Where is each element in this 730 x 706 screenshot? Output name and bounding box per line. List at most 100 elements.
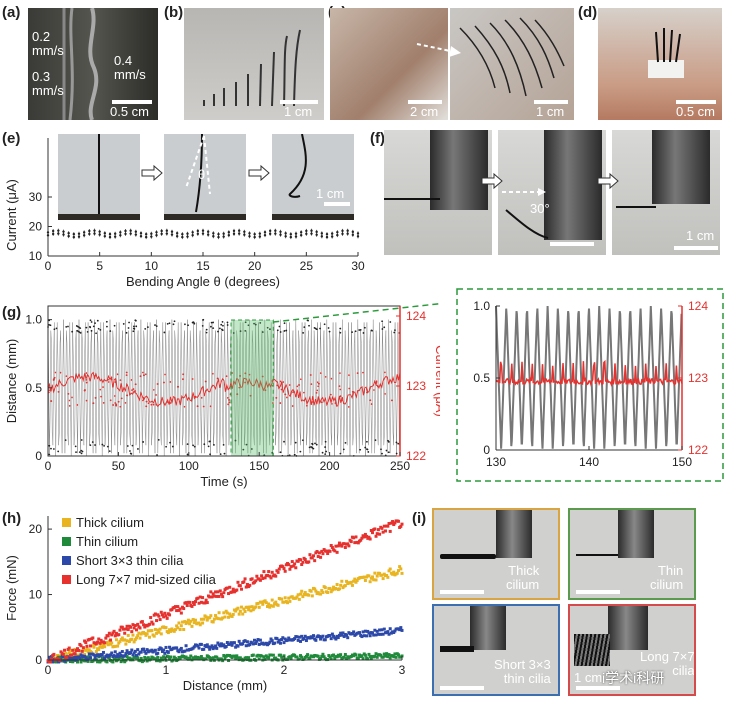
data-point-h bbox=[139, 656, 143, 660]
data-point-h bbox=[380, 628, 384, 632]
distance-point-g bbox=[133, 327, 136, 330]
data-point-h bbox=[250, 605, 254, 609]
data-point-h bbox=[308, 656, 312, 660]
data-point-h bbox=[366, 629, 370, 633]
data-point-h bbox=[290, 595, 294, 599]
data-point-h bbox=[288, 567, 292, 571]
data-point-h bbox=[363, 578, 367, 582]
data-point-h bbox=[399, 567, 403, 571]
data-point-e bbox=[310, 229, 313, 232]
data-point-h bbox=[168, 657, 172, 661]
distance-point-g bbox=[166, 323, 169, 325]
data-point-h bbox=[306, 653, 310, 657]
photo-c-left: 2 cm bbox=[330, 8, 448, 120]
data-point-h bbox=[303, 591, 307, 595]
scale-bar-i-short bbox=[440, 686, 484, 690]
x-tick-label-g: 50 bbox=[112, 459, 126, 473]
data-point-h bbox=[101, 650, 105, 654]
data-point-h bbox=[114, 631, 118, 635]
y-axis-label-e: Current (μA) bbox=[4, 179, 19, 251]
data-point-h bbox=[316, 654, 320, 658]
data-point-h bbox=[399, 524, 403, 528]
current-point-g bbox=[356, 372, 359, 374]
data-point-h bbox=[308, 553, 312, 557]
data-point-h bbox=[124, 652, 128, 656]
x-axis-label-e: Bending Angle θ (degrees) bbox=[126, 274, 280, 289]
distance-point-g bbox=[393, 331, 396, 334]
distance-point-g bbox=[128, 321, 130, 324]
data-point-e bbox=[119, 231, 122, 234]
x-tick-label-h: 0 bbox=[45, 663, 52, 677]
data-point-h bbox=[112, 629, 116, 633]
y-axis-label-g: Distance (mm) bbox=[4, 339, 19, 424]
data-point-h bbox=[367, 574, 371, 578]
data-point-h bbox=[278, 641, 282, 645]
distance-point-g bbox=[94, 444, 96, 446]
current-point-g bbox=[338, 385, 341, 388]
data-point-h bbox=[254, 605, 258, 609]
data-point-h bbox=[188, 600, 192, 604]
data-point-h bbox=[162, 615, 166, 619]
current-point-g bbox=[271, 380, 274, 382]
data-point-e bbox=[93, 229, 96, 232]
data-point-e bbox=[181, 235, 184, 239]
speed-label-bottom: 0.3 mm/s bbox=[32, 69, 64, 98]
data-point-h bbox=[304, 639, 308, 643]
data-point-h bbox=[96, 640, 100, 644]
distance-point-g bbox=[57, 450, 60, 453]
distance-point-g bbox=[387, 439, 389, 442]
data-point-h bbox=[219, 657, 223, 661]
data-point-h bbox=[103, 641, 107, 645]
distance-point-g bbox=[80, 439, 83, 441]
data-point-h bbox=[371, 631, 374, 635]
distance-point-g bbox=[324, 440, 327, 443]
data-point-h bbox=[236, 580, 240, 584]
label-long-cilia: Long 7×7 cilia bbox=[640, 649, 695, 678]
data-point-h bbox=[299, 654, 303, 658]
current-point-g bbox=[329, 393, 332, 396]
data-point-h bbox=[149, 616, 153, 620]
data-point-h bbox=[224, 645, 228, 649]
current-point-g bbox=[319, 372, 322, 375]
x-tick-label-g: 150 bbox=[249, 459, 269, 473]
distance-point-g bbox=[222, 444, 225, 446]
x-tick-label-h: 2 bbox=[281, 663, 288, 677]
data-point-h bbox=[339, 631, 343, 635]
arrow-f-2 bbox=[597, 172, 619, 190]
data-point-h bbox=[136, 656, 140, 660]
data-point-h bbox=[221, 659, 225, 663]
data-point-h bbox=[205, 601, 209, 605]
data-point-h bbox=[118, 651, 122, 655]
data-point-h bbox=[204, 645, 208, 649]
data-point-h bbox=[350, 583, 354, 587]
data-point-h bbox=[208, 595, 212, 599]
data-point-h bbox=[385, 574, 389, 578]
current-point-g bbox=[225, 375, 228, 378]
data-point-h bbox=[215, 646, 219, 650]
data-point-h bbox=[85, 647, 89, 651]
distance-point-g bbox=[381, 320, 384, 323]
current-point-g bbox=[338, 372, 341, 375]
data-point-e bbox=[88, 232, 91, 236]
distance-point-g bbox=[49, 324, 52, 327]
data-point-h bbox=[230, 614, 234, 618]
data-point-h bbox=[106, 643, 110, 647]
current-point-g bbox=[316, 389, 319, 392]
data-point-h bbox=[326, 590, 330, 594]
data-point-h bbox=[283, 596, 287, 600]
data-point-h bbox=[54, 660, 58, 664]
data-point-h bbox=[310, 636, 314, 640]
data-point-h bbox=[120, 636, 124, 640]
data-point-h bbox=[225, 641, 229, 645]
data-point-h bbox=[300, 589, 304, 593]
current-point-g bbox=[134, 390, 137, 392]
data-point-h bbox=[214, 614, 218, 618]
distance-point-g bbox=[79, 331, 82, 334]
distance-point-g bbox=[71, 330, 74, 333]
data-point-h bbox=[392, 655, 396, 659]
distance-point-g bbox=[311, 443, 314, 446]
data-point-h bbox=[314, 638, 318, 642]
distance-point-g bbox=[302, 331, 305, 334]
data-point-h bbox=[144, 657, 148, 661]
data-point-h bbox=[129, 651, 133, 655]
